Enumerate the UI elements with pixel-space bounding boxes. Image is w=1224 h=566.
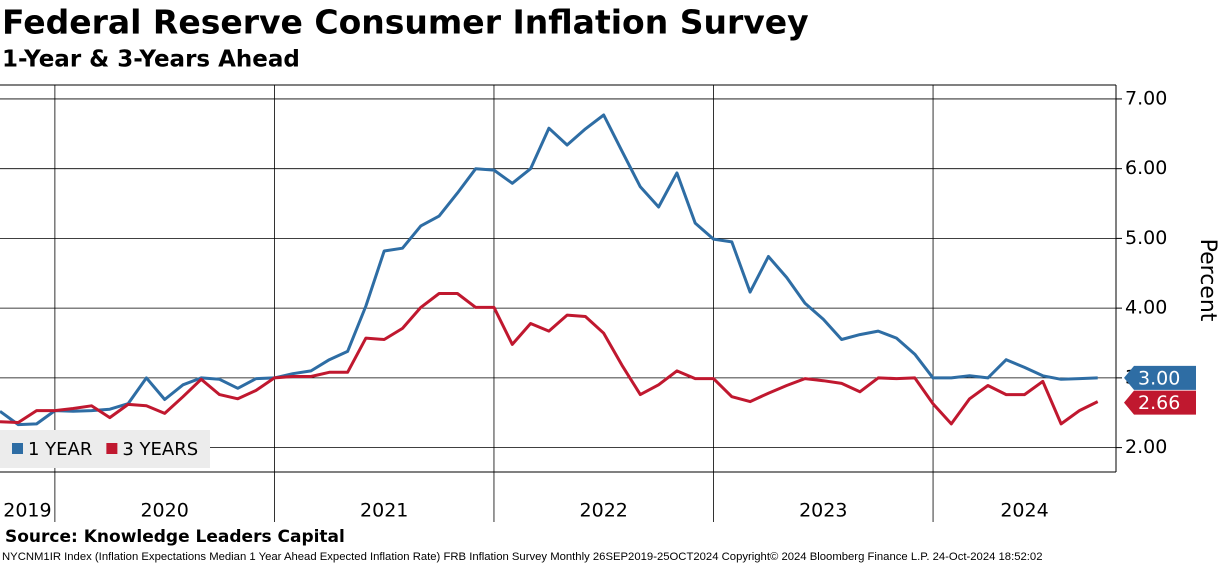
y-tick-label: 2.00: [1125, 436, 1167, 458]
footnote: NYCNM1IR Index (Inflation Expectations M…: [2, 551, 1043, 563]
chart-title: Federal Reserve Consumer Inflation Surve…: [2, 3, 809, 42]
x-tick-label: 2023: [799, 500, 847, 522]
chart-subtitle: 1-Year & 3-Years Ahead: [2, 47, 300, 73]
legend-box: [0, 430, 210, 468]
line-series: [0, 113, 1098, 427]
legend-swatch: [12, 443, 23, 454]
legend-label: 1 YEAR: [28, 439, 92, 460]
y-tick-label: 6.00: [1125, 157, 1167, 179]
x-tick-label: 2021: [360, 500, 408, 522]
legend-swatch: [106, 443, 118, 454]
value-label: 3.00: [1138, 367, 1180, 389]
value-label: 2.66: [1138, 392, 1180, 414]
y-tick-label: 5.00: [1125, 227, 1167, 249]
legend-label: 3 YEARS: [122, 439, 198, 460]
x-tick-label: 2019: [3, 500, 51, 522]
source: Source: Knowledge Leaders Capital: [5, 527, 345, 547]
x-tick-label: 2022: [580, 500, 628, 522]
value-tag: [1124, 390, 1196, 415]
x-tick-label: 2024: [1000, 500, 1048, 522]
y-tick-label: 7.00: [1125, 87, 1167, 109]
x-tick-label: 2020: [140, 500, 188, 522]
line-series: [0, 292, 1099, 426]
y-tick-label: 4.00: [1125, 297, 1167, 319]
value-tag: [1124, 365, 1196, 390]
y-axis-label: Percent: [1195, 239, 1220, 322]
